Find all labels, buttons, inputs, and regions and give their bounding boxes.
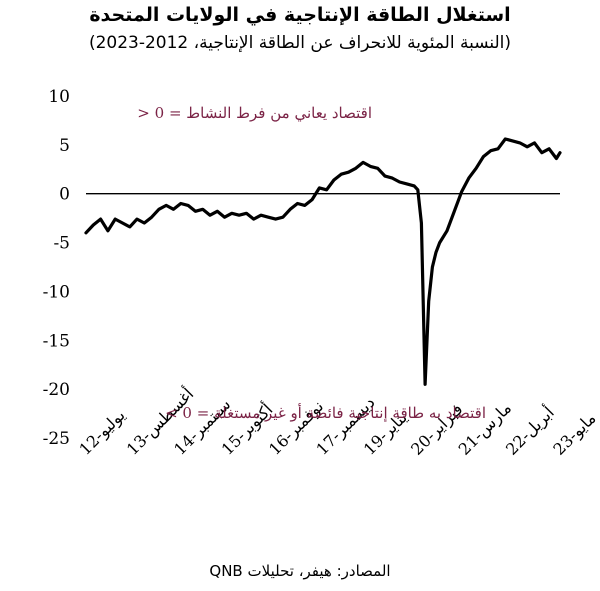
- chart-subtitle: (النسبة المئوية للانحراف عن الطاقة الإنت…: [88, 33, 512, 53]
- y-tick-label: 5: [59, 136, 70, 156]
- y-tick-label: -10: [43, 282, 70, 302]
- chart-source: المصادر: هيفر، تحليلات QNB: [209, 562, 391, 580]
- x-tick-label: يوليو-12: [75, 405, 128, 458]
- y-tick-label: 10: [48, 87, 70, 107]
- series-line: [84, 137, 562, 386]
- series-layer: [84, 137, 562, 386]
- annotation-layer: اقتصاد يعاني من فرط النشاط = 0 < اقتصاد ب…: [137, 104, 486, 422]
- y-tick-label: -25: [43, 429, 70, 449]
- annotation-spare-capacity: اقتصاد به طاقة إنتاجية فائضة أو غير مستغ…: [165, 403, 486, 422]
- y-axis-ticks: 10 5 0 -5 -10 -15 -20 -25: [43, 87, 70, 449]
- annotation-overheating: اقتصاد يعاني من فرط النشاط = 0 <: [137, 104, 372, 122]
- y-tick-label: -5: [53, 234, 70, 254]
- y-tick-label: 0: [59, 185, 70, 205]
- y-tick-label: -20: [43, 380, 70, 400]
- y-tick-label: -15: [43, 331, 70, 351]
- chart-title: استغلال الطاقة الإنتاجية في الولايات الم…: [89, 4, 511, 26]
